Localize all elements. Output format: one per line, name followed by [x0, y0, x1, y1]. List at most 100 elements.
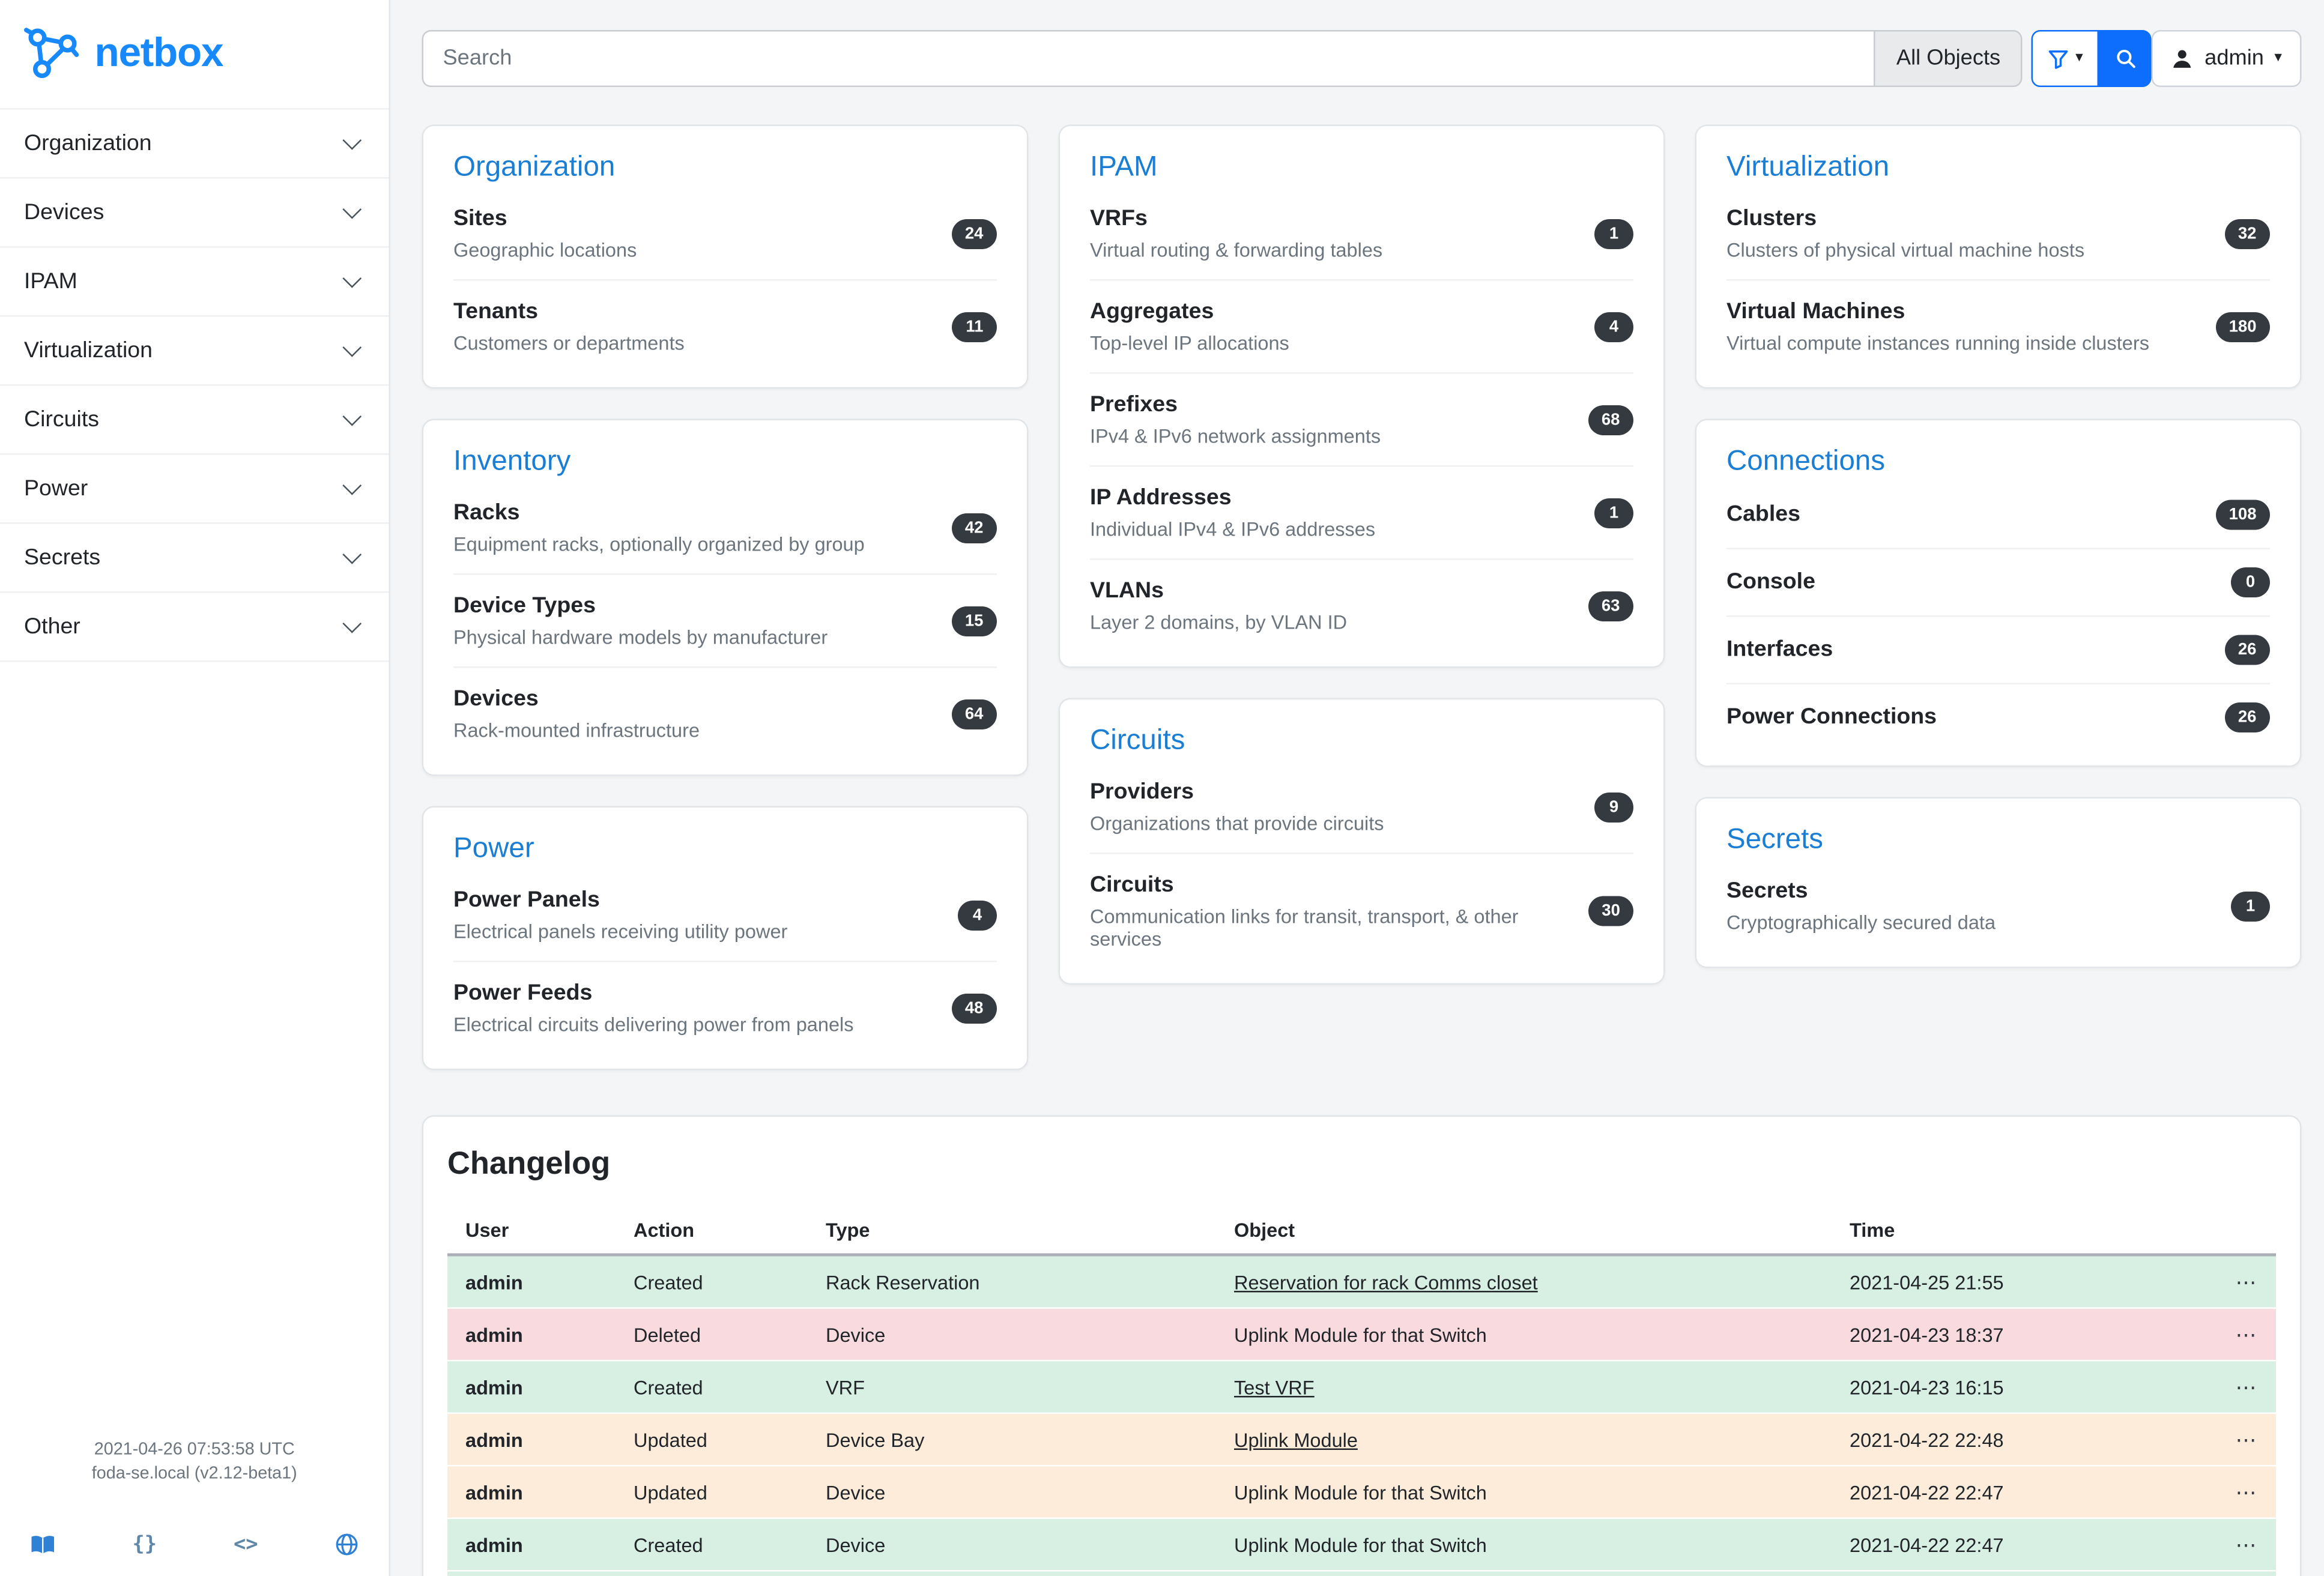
changelog-row: admin Updated Device Bay Uplink Module 2…: [447, 1413, 2276, 1466]
count-badge[interactable]: 1: [1594, 219, 1633, 249]
search-submit-button[interactable]: [2099, 30, 2152, 87]
object-link[interactable]: Uplink Module: [1234, 1428, 1358, 1451]
count-badge[interactable]: 63: [1588, 591, 1633, 621]
item-link[interactable]: Sites: [453, 206, 507, 232]
object-link[interactable]: Uplink Module for that Switch: [1234, 1533, 1487, 1556]
sidebar-item[interactable]: Secrets: [0, 524, 389, 593]
card-title: IPAM: [1090, 152, 1633, 185]
count-badge[interactable]: 48: [951, 993, 997, 1023]
user-menu-button[interactable]: admin ▾: [2152, 30, 2302, 87]
count-badge[interactable]: 64: [951, 699, 997, 729]
row-actions-button[interactable]: ⋯: [2236, 1479, 2259, 1503]
dashboard-column-2: IPAM VRFs Virtual routing & forwarding t…: [1059, 125, 1665, 1070]
cell-actions: ⋯: [2210, 1360, 2276, 1413]
row-actions-button[interactable]: ⋯: [2236, 1374, 2259, 1398]
item-link[interactable]: Prefixes: [1090, 392, 1178, 418]
item-link[interactable]: VRFs: [1090, 206, 1148, 232]
count-badge[interactable]: 4: [958, 900, 997, 930]
search-scope-button[interactable]: All Objects: [1874, 30, 2023, 87]
cell-actions: ⋯: [2210, 1255, 2276, 1308]
count-badge[interactable]: 30: [1588, 896, 1633, 926]
item-subtitle: Rack-mounted infrastructure: [453, 719, 700, 742]
item-link[interactable]: Tenants: [453, 299, 538, 325]
dashboard-item: Providers Organizations that provide cir…: [1090, 761, 1633, 854]
dashboard-item: Sites Geographic locations 24: [453, 188, 997, 281]
sidebar-item[interactable]: Power: [0, 455, 389, 524]
netbox-logo[interactable]: netbox: [0, 0, 389, 108]
item-link[interactable]: Power Panels: [453, 887, 600, 913]
chevron-down-icon: [342, 476, 362, 495]
count-badge[interactable]: 180: [2215, 312, 2270, 342]
card-title: Inventory: [453, 446, 997, 479]
item-link[interactable]: Power Connections: [1726, 704, 1937, 730]
card-organization: Organization Sites Geographic locations …: [422, 125, 1029, 389]
object-link[interactable]: Uplink Module for that Switch: [1234, 1481, 1487, 1503]
dashboard-column-1: Organization Sites Geographic locations …: [422, 125, 1029, 1070]
sidebar-item[interactable]: Circuits: [0, 386, 389, 455]
filter-dropdown-button[interactable]: ▾: [2032, 30, 2100, 87]
count-badge[interactable]: 15: [951, 606, 997, 636]
cell-time: 2021-04-23 16:15: [1832, 1360, 2210, 1413]
count-badge[interactable]: 9: [1594, 792, 1633, 822]
cell-actions: ⋯: [2210, 1466, 2276, 1518]
row-actions-button[interactable]: ⋯: [2236, 1532, 2259, 1556]
dashboard-item: Secrets Cryptographically secured data 1: [1726, 860, 2270, 952]
item-link[interactable]: Virtual Machines: [1726, 299, 1905, 325]
caret-down-icon: ▾: [2274, 51, 2282, 66]
object-link[interactable]: Uplink Module for that Switch: [1234, 1323, 1487, 1346]
count-badge[interactable]: 26: [2224, 702, 2270, 732]
sidebar-item[interactable]: Virtualization: [0, 317, 389, 386]
item-link[interactable]: Interfaces: [1726, 636, 1833, 662]
object-link[interactable]: Test VRF: [1234, 1375, 1315, 1398]
row-actions-button[interactable]: ⋯: [2236, 1427, 2259, 1451]
globe-icon[interactable]: [335, 1533, 359, 1557]
count-badge[interactable]: 24: [951, 219, 997, 249]
row-actions-button[interactable]: ⋯: [2236, 1269, 2259, 1293]
sidebar-item[interactable]: Devices: [0, 179, 389, 248]
item-link[interactable]: Aggregates: [1090, 299, 1214, 325]
count-badge[interactable]: 108: [2215, 500, 2270, 530]
item-subtitle: Equipment racks, optionally organized by…: [453, 533, 865, 556]
count-badge[interactable]: 1: [2231, 891, 2270, 921]
count-badge[interactable]: 1: [1594, 498, 1633, 528]
item-link[interactable]: VLANs: [1090, 578, 1164, 604]
count-badge[interactable]: 68: [1588, 405, 1633, 435]
changelog-row: admin Created Device Uplink Module for t…: [447, 1518, 2276, 1571]
count-badge[interactable]: 4: [1594, 312, 1633, 342]
count-badge[interactable]: 26: [2224, 635, 2270, 665]
item-link[interactable]: IP Addresses: [1090, 485, 1232, 511]
card-title: Virtualization: [1726, 152, 2270, 185]
item-link[interactable]: Console: [1726, 569, 1815, 595]
sidebar-item[interactable]: Organization: [0, 110, 389, 179]
item-link[interactable]: Racks: [453, 500, 520, 526]
cell-time: 2021-04-22 22:47: [1832, 1518, 2210, 1571]
count-badge[interactable]: 11: [952, 312, 997, 342]
item-link[interactable]: Providers: [1090, 779, 1194, 805]
count-badge[interactable]: 32: [2224, 219, 2270, 249]
item-link[interactable]: Device Types: [453, 593, 596, 619]
topbar: All Objects ▾: [422, 30, 2302, 87]
sidebar-item-label: Power: [24, 476, 88, 502]
item-link[interactable]: Power Feeds: [453, 980, 592, 1006]
cell-time: 2021-04-23 18:37: [1832, 1308, 2210, 1361]
item-link[interactable]: Devices: [453, 686, 539, 712]
cell-time: 2021-04-22 22:47: [1832, 1466, 2210, 1518]
netbox-logo-icon: [21, 23, 81, 83]
rest-api-braces-icon[interactable]: {}: [132, 1533, 157, 1557]
code-icon[interactable]: <>: [234, 1533, 258, 1557]
item-link[interactable]: Cables: [1726, 501, 1800, 527]
row-actions-button[interactable]: ⋯: [2236, 1321, 2259, 1345]
sidebar-item[interactable]: Other: [0, 593, 389, 662]
dashboard-item: Prefixes IPv4 & IPv6 network assignments…: [1090, 374, 1633, 467]
item-link[interactable]: Clusters: [1726, 206, 1817, 232]
cell-object: Uplink Module for that Switch: [1216, 1518, 1832, 1571]
count-badge[interactable]: 0: [2231, 567, 2270, 597]
sidebar-item[interactable]: IPAM: [0, 248, 389, 317]
count-badge[interactable]: 42: [951, 513, 997, 543]
item-link[interactable]: Circuits: [1090, 872, 1174, 898]
item-link[interactable]: Secrets: [1726, 878, 1808, 904]
object-link[interactable]: Reservation for rack Comms closet: [1234, 1270, 1538, 1293]
search-input[interactable]: [422, 30, 1874, 87]
docs-book-icon[interactable]: [30, 1533, 56, 1556]
